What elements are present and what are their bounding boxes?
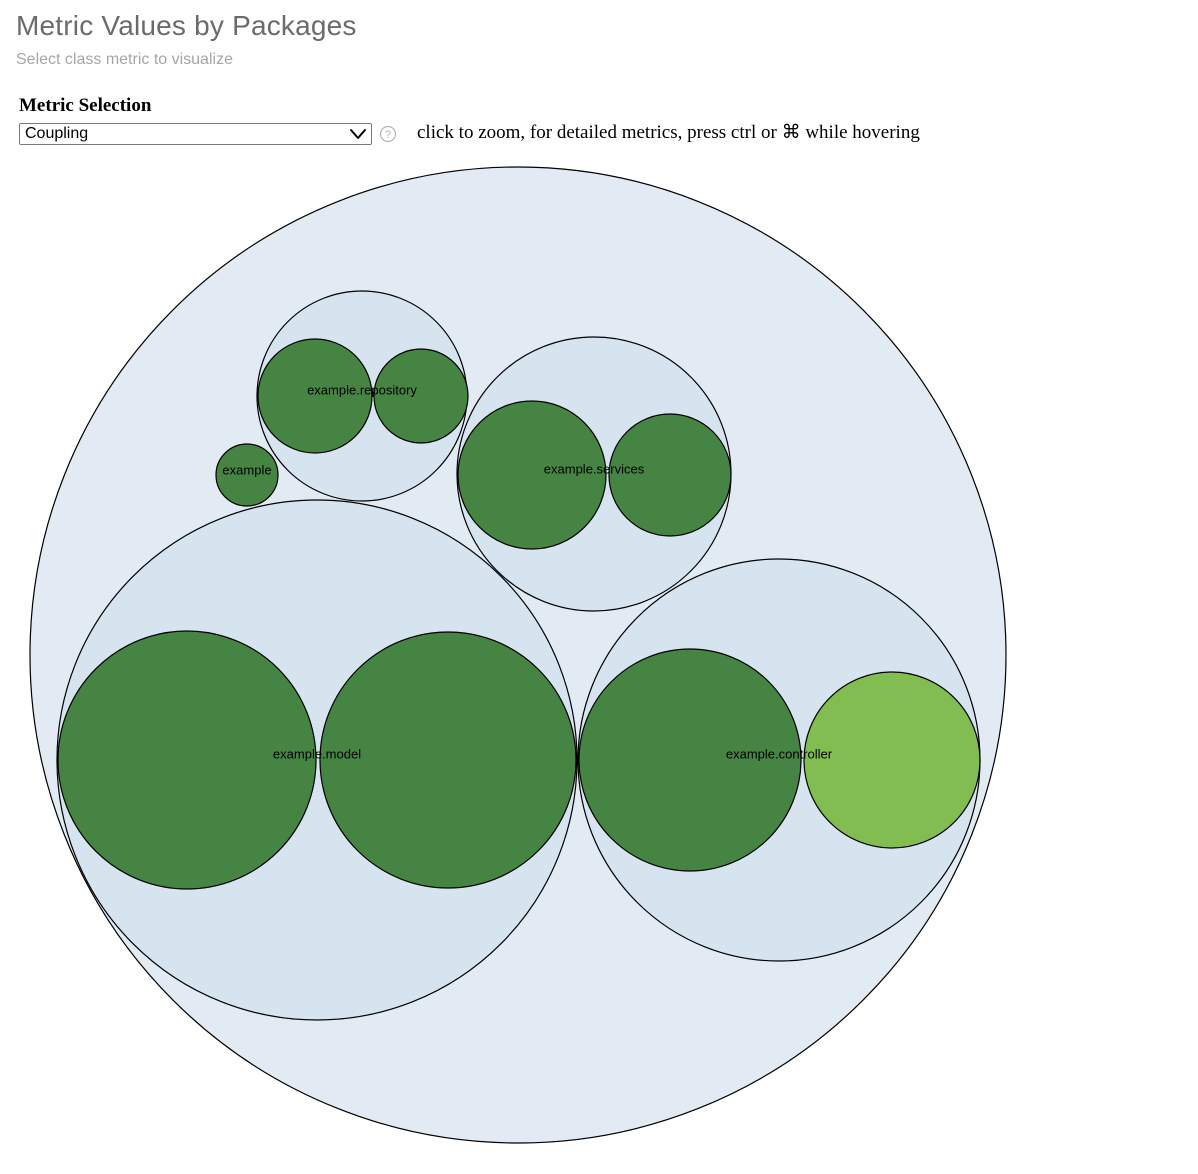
chevron-down-icon <box>350 129 366 139</box>
class-circle-example-model-2[interactable] <box>319 631 577 889</box>
page-subtitle: Select class metric to visualize <box>16 51 233 68</box>
class-circle-example-model-1[interactable] <box>57 630 317 890</box>
metric-selection-heading: Metric Selection <box>19 95 152 116</box>
svg-text:?: ? <box>385 129 391 141</box>
package-circle-example-model[interactable] <box>56 499 578 1021</box>
metric-select[interactable]: Coupling <box>19 123 372 145</box>
class-circle-example-repository-2[interactable] <box>373 348 469 444</box>
class-circle-example-repository-1[interactable] <box>257 338 373 454</box>
question-circle-icon[interactable]: ? <box>379 125 397 143</box>
metric-select-value: Coupling <box>25 125 89 142</box>
page-title: Metric Values by Packages <box>16 10 357 41</box>
zoom-hint-text: click to zoom, for detailed metrics, pre… <box>417 122 920 143</box>
class-circle-example-services-2[interactable] <box>608 413 732 537</box>
package-circle-example[interactable] <box>215 443 279 507</box>
class-circle-example-controller-1[interactable] <box>578 648 802 872</box>
class-circle-example-services-1[interactable] <box>457 400 607 550</box>
class-circle-example-controller-2[interactable] <box>803 671 981 849</box>
